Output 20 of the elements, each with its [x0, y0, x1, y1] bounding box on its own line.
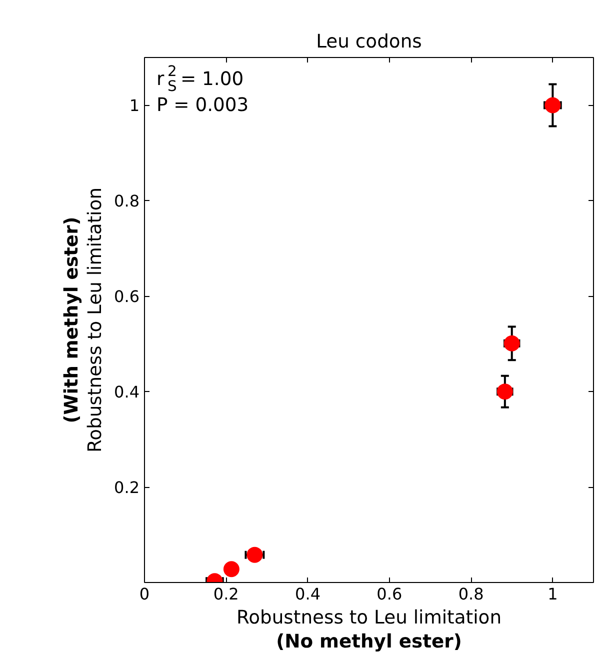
y-tick-label: 0.2: [114, 478, 140, 498]
x-tick-label: 0.4: [295, 584, 321, 604]
y-tick-label: 0.6: [114, 287, 140, 306]
x-tick-label: 0: [139, 584, 150, 604]
point: [544, 97, 561, 114]
point: [223, 561, 240, 578]
point: [496, 384, 513, 400]
y-axis-title: Robustness to Leu limitation (With methyl ester): [62, 187, 106, 453]
chart-title: Leu codons: [316, 32, 422, 52]
x-tick-label: 0.8: [458, 584, 484, 604]
x-tick-label: 0.2: [213, 584, 239, 604]
point: [504, 335, 520, 352]
annotation: P = 0.003: [156, 95, 249, 116]
x-tick-label: 1: [548, 584, 558, 604]
y-tick-label: 0.8: [114, 192, 140, 211]
x-tick-label: 0.6: [376, 584, 402, 604]
y-tick-label: 1: [129, 96, 140, 116]
x-axis-title: Robustness to Leu limitation (No methyl ester): [236, 608, 502, 652]
point: [246, 546, 263, 563]
y-tick-label: 0.4: [114, 382, 140, 402]
